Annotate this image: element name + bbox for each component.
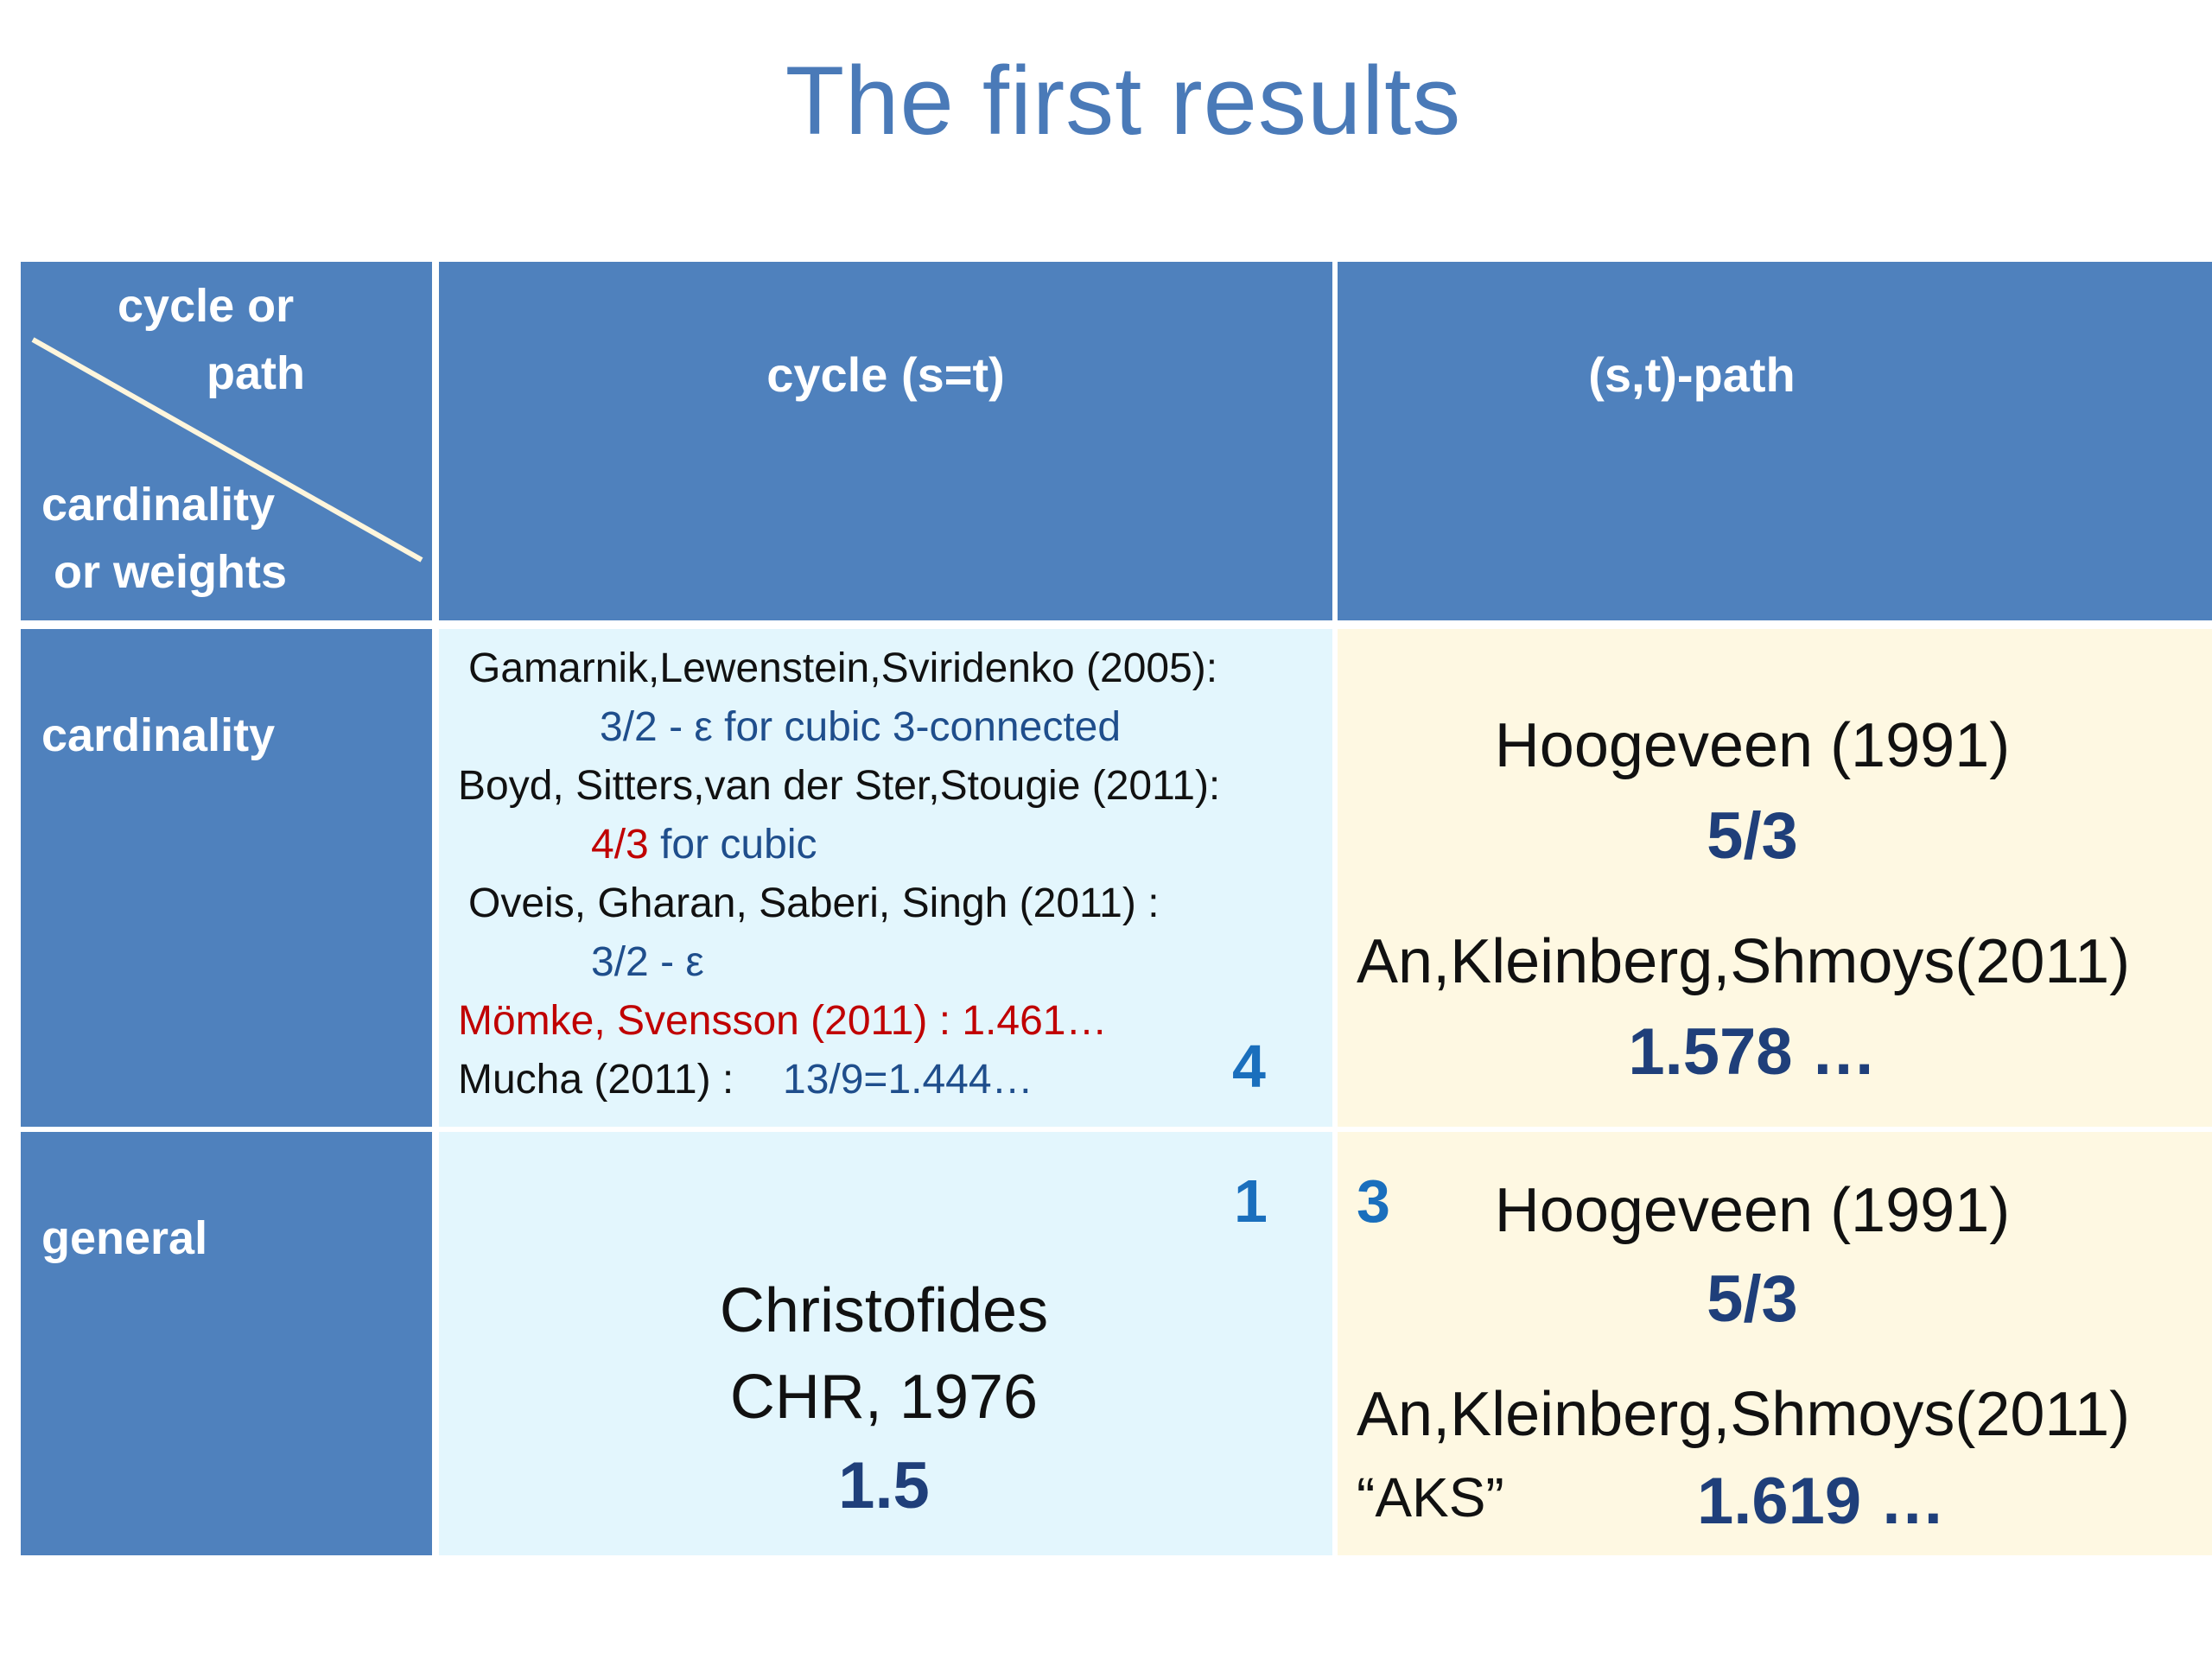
ref-mucha-result: 13/9=1.444… <box>783 1057 1033 1103</box>
hoogeveen-value: 5/3 <box>1707 799 1798 873</box>
ref-oveis: Oveis, Gharan, Saberi, Singh (2011) : <box>468 880 1160 926</box>
ref-mucha: Mucha (2011) : <box>458 1057 734 1103</box>
ref-boyd-suffix: for cubic <box>648 822 817 868</box>
corner-bottom-line1: cardinality <box>41 479 276 531</box>
general-label: general <box>41 1212 208 1264</box>
badge-4: 4 <box>1232 1033 1266 1100</box>
aks-value: 1.578 … <box>1628 1015 1877 1089</box>
header-cycle-label: cycle (s=t) <box>766 347 1005 402</box>
header-cell-path: (s,t)-path <box>1338 262 2212 620</box>
header-path-label: (s,t)-path <box>1588 347 1796 402</box>
cell-general-cycle: 1 Christofides CHR, 1976 1.5 <box>439 1132 1332 1555</box>
ref-momke: Mömke, Svensson (2011) : 1.461… <box>458 998 1108 1044</box>
page-title: The first results <box>785 47 1462 155</box>
ref-boyd-value: 4/3 <box>591 822 649 868</box>
ref-gamarnik-result: 3/2 - ε for cubic 3-connected <box>600 704 1122 750</box>
ref-oveis-result: 3/2 - ε <box>591 939 704 985</box>
hoogeveen-value-general: 5/3 <box>1707 1262 1798 1336</box>
corner-header-cell: cycle or path cardinality or weights <box>21 262 432 620</box>
corner-top-line2: path <box>207 347 305 399</box>
cell-cardinality-path: Hoogeveen (1991) 5/3 An,Kleinberg,Shmoys… <box>1338 629 2212 1127</box>
row-label-cardinality: cardinality <box>21 629 432 1127</box>
corner-top-line1: cycle or <box>118 280 295 332</box>
cell-general-path: 3 Hoogeveen (1991) 5/3 An,Kleinberg,Shmo… <box>1338 1132 2212 1555</box>
ref-boyd: Boyd, Sitters,van der Ster,Stougie (2011… <box>458 763 1221 809</box>
aks-alias: “AKS” <box>1357 1466 1504 1529</box>
row-label-general: general <box>21 1132 432 1555</box>
ref-gamarnik: Gamarnik,Lewenstein,Sviridenko (2005): <box>468 645 1218 691</box>
christofides-value: 1.5 <box>838 1449 930 1522</box>
aks-ref: An,Kleinberg,Shmoys(2011) <box>1357 927 2131 996</box>
christofides-citation: CHR, 1976 <box>729 1363 1039 1432</box>
diagonal-divider <box>31 337 423 563</box>
ref-boyd-result: 4/3 for cubic <box>591 821 817 868</box>
hoogeveen-ref-general: Hoogeveen (1991) <box>1494 1176 2011 1245</box>
cardinality-label: cardinality <box>41 709 276 761</box>
christofides-name: Christofides <box>719 1276 1049 1345</box>
cell-cardinality-cycle: Gamarnik,Lewenstein,Sviridenko (2005): 3… <box>439 629 1332 1127</box>
header-cell-cycle: cycle (s=t) <box>439 262 1332 620</box>
aks-value-general: 1.619 … <box>1697 1465 1946 1538</box>
corner-bottom-line2: or weights <box>54 546 288 598</box>
hoogeveen-ref: Hoogeveen (1991) <box>1494 711 2011 780</box>
badge-3: 3 <box>1357 1167 1390 1235</box>
aks-ref-general: An,Kleinberg,Shmoys(2011) <box>1357 1380 2131 1449</box>
badge-1: 1 <box>1234 1167 1268 1235</box>
